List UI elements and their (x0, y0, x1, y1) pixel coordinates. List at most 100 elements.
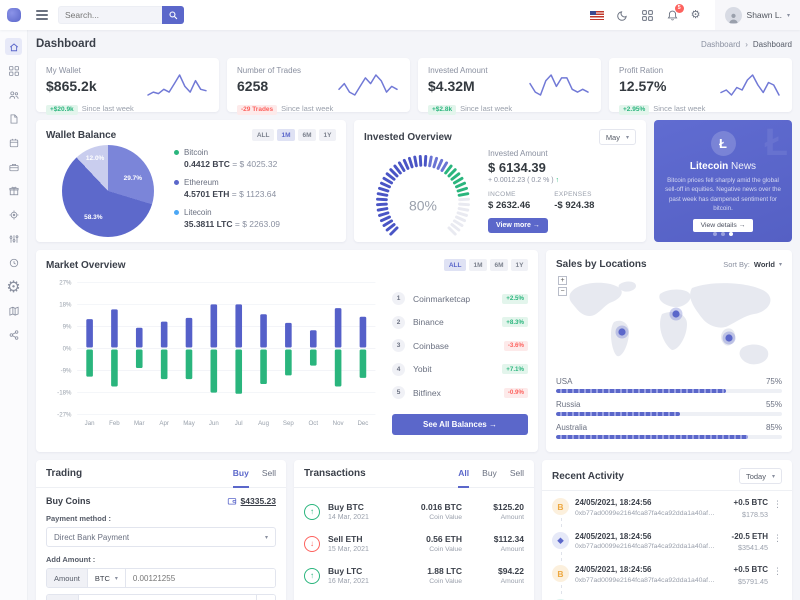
tab-all[interactable]: All (458, 468, 470, 488)
wallet-balance-link[interactable]: $4335.23 (227, 496, 276, 506)
sidebar-item-apps[interactable] (5, 62, 22, 79)
list-item-coinbase[interactable]: 3 Coinbase -3.6% (392, 334, 528, 358)
topbar-search (58, 6, 184, 24)
invested-change: + 0.0012.23 ( 0.2 % ) ↑ (488, 177, 560, 184)
range-1m-button[interactable]: 1M (276, 129, 296, 141)
period-select[interactable]: Today ▾ (738, 468, 782, 484)
tab-buy[interactable]: Buy (482, 468, 497, 478)
range-1y-button[interactable]: 1Y (511, 259, 528, 271)
carousel-dot[interactable] (713, 232, 717, 236)
sidebar-item-contacts[interactable] (5, 86, 22, 103)
language-flag-icon[interactable] (589, 10, 604, 20)
map-marker-south-america[interactable] (615, 325, 629, 339)
transaction-row[interactable]: ↑ Buy BTC 14 Mar, 2021 0.016 BTC Coin Valu… (304, 496, 524, 528)
range-1m-button[interactable]: 1M (468, 259, 488, 271)
sidebar-item-briefcase[interactable] (5, 158, 22, 175)
wallet-icon (227, 498, 236, 505)
search-button[interactable] (162, 6, 184, 24)
dark-mode-icon[interactable] (616, 9, 629, 22)
sidebar-item-history[interactable] (5, 254, 22, 271)
svg-text:80%: 80% (409, 198, 437, 214)
sidebar-item-sliders[interactable] (5, 230, 22, 247)
tab-buy[interactable]: Buy (232, 468, 249, 488)
stat-card-invested-amount: Invested Amount $4.32M +$2.8k Since last … (418, 58, 601, 115)
range-6m-button[interactable]: 6M (298, 129, 317, 141)
menu-toggle-icon[interactable] (36, 10, 48, 20)
trading-title: Trading (46, 468, 83, 479)
currency-select[interactable]: BTC ▾ (88, 569, 126, 587)
transaction-row[interactable]: ↓ Sell ETH 15 Mar, 2021 0.56 ETH Coin Valu… (304, 528, 524, 560)
list-item-yobit[interactable]: 4 Yobit +7.1% (392, 358, 528, 382)
list-item-coinmarketcap[interactable]: 1 Coinmarketcap +2.5% (392, 287, 528, 311)
activity-row[interactable]: ◆ 24/05/2021, 18:24:56 0xb77ad0099e2164fc… (542, 525, 792, 560)
sort-by-select[interactable]: Sort By: World ▾ (723, 260, 782, 269)
arrow-right-icon: → (738, 222, 746, 230)
view-details-button[interactable]: View details → (692, 219, 754, 233)
svg-text:Sep: Sep (283, 420, 294, 427)
transactions-card: Transactions All Buy Sell ↑ Buy BTC 14 Ma… (294, 460, 534, 600)
range-6m-button[interactable]: 6M (490, 259, 509, 271)
see-all-balances-button[interactable]: See All Balances → (392, 413, 528, 435)
app-logo[interactable] (0, 8, 28, 22)
stat-note: Since last week (653, 104, 706, 113)
notifications-bell-icon[interactable]: 5 (666, 3, 684, 22)
user-menu[interactable]: Shawn L. ▾ (714, 0, 800, 30)
user-name: Shawn L. (746, 10, 782, 20)
sidebar-item-share[interactable] (5, 326, 22, 343)
range-all-button[interactable]: ALL (252, 129, 274, 141)
view-more-button[interactable]: View more → (488, 218, 548, 233)
map-zoom-in-button[interactable]: + (558, 276, 567, 285)
sidebar-item-files[interactable] (5, 110, 22, 127)
stat-label: Invested Amount (428, 66, 488, 75)
activity-row[interactable]: Ł 24/05/2021, 18:24:560xb77ad0099e2164fc… (542, 592, 792, 600)
map-zoom-out-button[interactable]: − (558, 287, 567, 296)
arrow-right-icon: → (532, 222, 540, 229)
list-item-binance[interactable]: 2 Binance +8.3% (392, 311, 528, 335)
tab-sell[interactable]: Sell (261, 468, 276, 478)
market-overview-card: Market Overview ALL 1M 6M 1Y 27% 18% 9% 0% -… (36, 250, 538, 452)
progress-bar-russia (556, 411, 681, 416)
kebab-menu-icon[interactable]: ⋮ (773, 566, 782, 576)
location-australia: Australia 85% (556, 423, 782, 439)
carousel-dot-active[interactable] (729, 232, 733, 236)
sidebar-item-map[interactable] (5, 302, 22, 319)
period-select[interactable]: May ▾ (598, 129, 636, 145)
invested-amount-label: Invested Amount (488, 149, 548, 158)
range-1y-button[interactable]: 1Y (319, 129, 336, 141)
kebab-menu-icon[interactable]: ⋮ (773, 499, 782, 509)
settings-gear-icon[interactable]: ⚙ (690, 8, 701, 21)
svg-text:9%: 9% (63, 324, 72, 331)
carousel-dot[interactable] (721, 232, 725, 236)
range-all-button[interactable]: ALL (444, 259, 466, 271)
map-marker-europe[interactable] (669, 307, 683, 321)
activity-row[interactable]: B 24/05/2021, 18:24:56 0xb77ad0099e2164fc… (542, 558, 792, 594)
sidebar-item-gift[interactable] (5, 182, 22, 199)
buy-arrow-icon: ↑ (304, 503, 320, 520)
amount-input[interactable] (125, 569, 275, 587)
stat-badge: -29 Trades (237, 104, 278, 115)
activity-row[interactable]: B 24/05/2021, 18:24:56 0xb77ad0099e2164fc… (542, 491, 792, 527)
stat-note: Since last week (81, 104, 134, 113)
tab-sell[interactable]: Sell (509, 468, 524, 478)
expenses-block: EXPENSES -$ 924.38 (554, 191, 595, 211)
stat-value: 12.57% (619, 78, 667, 94)
payment-method-select[interactable]: Direct Bank Payment ▾ (46, 527, 276, 547)
map-marker-asia-pacific[interactable] (722, 331, 736, 345)
transaction-row[interactable]: ↑ Buy LTC 16 Mar, 2021 1.88 LTC Coin Value… (304, 560, 524, 592)
sidebar-item-calendar[interactable] (5, 134, 22, 151)
svg-text:-18%: -18% (57, 390, 72, 397)
sidebar-item-home[interactable] (5, 38, 22, 55)
market-range-group: ALL 1M 6M 1Y (444, 259, 528, 271)
svg-text:-27%: -27% (57, 412, 72, 419)
list-item-bitfinex[interactable]: 5 Bitfinex -0.9% (392, 381, 528, 405)
apps-grid-icon[interactable] (641, 9, 654, 22)
search-input[interactable] (58, 6, 162, 24)
breadcrumb-root[interactable]: Dashboard (701, 39, 741, 49)
breadcrumb: Dashboard › Dashboard (701, 40, 792, 49)
kebab-menu-icon[interactable]: ⋮ (773, 532, 782, 543)
price-input[interactable] (79, 595, 256, 600)
invested-amount-value: $ 6134.39 (488, 160, 546, 175)
sidebar-item-helm[interactable] (5, 206, 22, 223)
sidebar-item-settings[interactable]: ⚙ (6, 278, 21, 296)
